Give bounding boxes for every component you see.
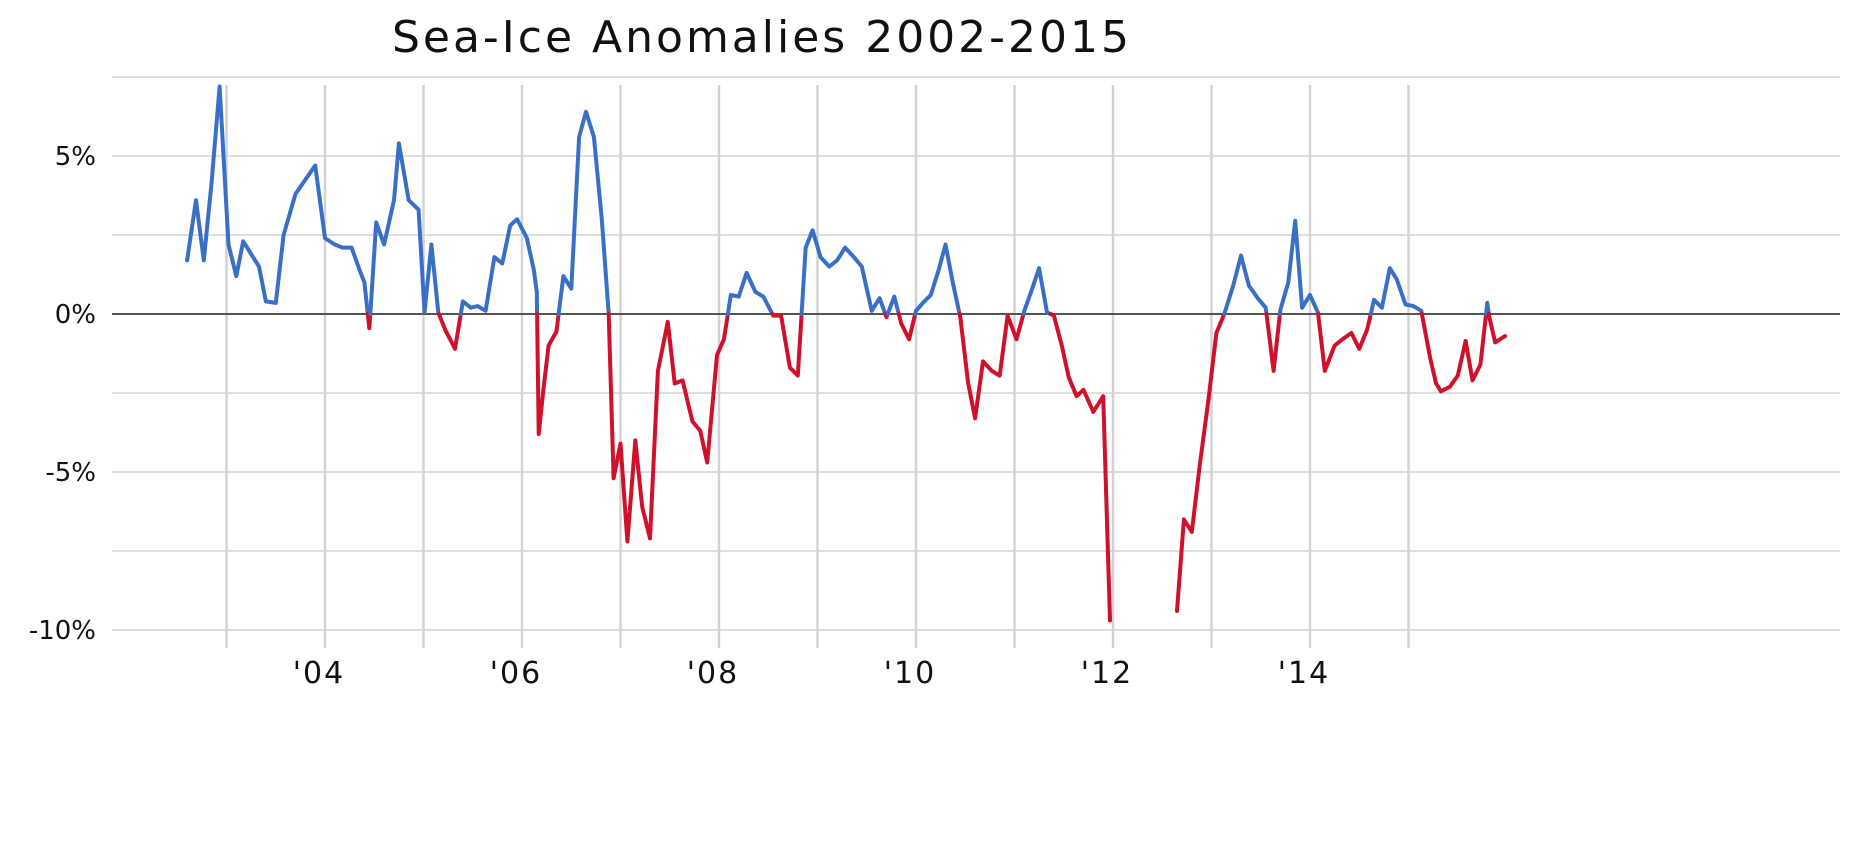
y-tick-label: 5% bbox=[55, 142, 96, 172]
positive-anomaly-line bbox=[368, 141, 441, 316]
positive-anomaly-line bbox=[1368, 266, 1424, 316]
positive-anomaly-line bbox=[556, 109, 611, 316]
y-tick-label: -5% bbox=[45, 458, 96, 488]
positive-anomaly-line bbox=[885, 294, 901, 316]
y-tick-label: 0% bbox=[55, 300, 96, 330]
negative-anomaly-line bbox=[1419, 312, 1489, 394]
grid-layer bbox=[112, 76, 1840, 648]
y-axis-ticks: 5% 0% -5% -10% bbox=[29, 142, 96, 646]
positive-anomaly-line bbox=[913, 242, 962, 316]
positive-anomaly-line bbox=[1484, 300, 1491, 316]
negative-anomaly-line bbox=[770, 312, 804, 378]
negative-anomaly-line bbox=[1316, 312, 1373, 373]
x-axis-ticks: '04 '06 '08 '10 '12 '14 bbox=[293, 656, 1330, 691]
positive-anomaly-line bbox=[185, 84, 370, 316]
positive-anomaly-line bbox=[799, 228, 888, 316]
x-tick-label: '04 bbox=[293, 656, 345, 691]
chart-title: Sea-Ice Anomalies 2002-2015 bbox=[392, 12, 1132, 63]
negative-anomaly-line bbox=[535, 312, 561, 437]
negative-anomaly-line bbox=[1175, 312, 1227, 613]
negative-anomaly-line bbox=[1264, 312, 1282, 373]
negative-anomaly-line bbox=[1048, 312, 1112, 623]
x-tick-label: '08 bbox=[687, 656, 739, 691]
negative-anomaly-line bbox=[606, 312, 730, 544]
x-tick-label: '10 bbox=[884, 656, 936, 691]
y-tick-label: -10% bbox=[29, 616, 96, 646]
negative-anomaly-line bbox=[1486, 312, 1507, 345]
negative-anomaly-line bbox=[896, 312, 918, 342]
positive-anomaly-line bbox=[1021, 266, 1053, 316]
positive-anomaly-line bbox=[1277, 218, 1321, 316]
negative-anomaly-line bbox=[957, 312, 1026, 421]
positive-anomaly-line bbox=[1222, 253, 1269, 316]
series-layer bbox=[185, 84, 1507, 623]
negative-anomaly-line bbox=[436, 312, 463, 351]
negative-anomaly-line bbox=[365, 312, 373, 331]
x-tick-label: '14 bbox=[1278, 656, 1330, 691]
x-tick-label: '06 bbox=[490, 656, 542, 691]
x-tick-label: '12 bbox=[1081, 656, 1133, 691]
positive-anomaly-line bbox=[458, 217, 540, 316]
positive-anomaly-line bbox=[725, 270, 775, 316]
